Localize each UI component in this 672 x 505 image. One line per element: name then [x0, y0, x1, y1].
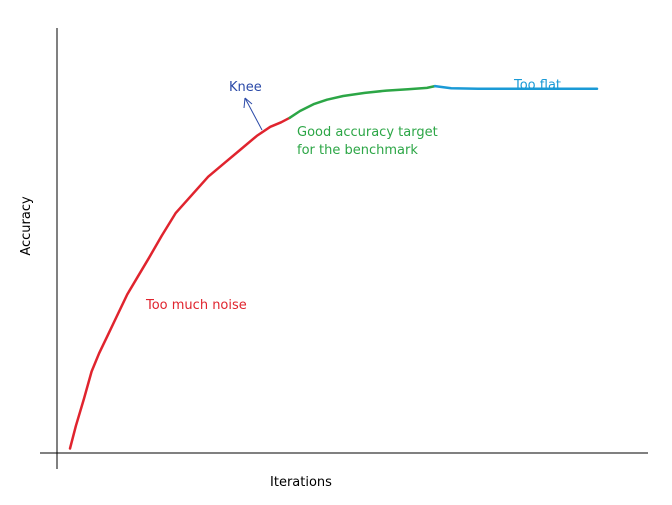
annotation-good-accuracy-line2: for the benchmark [297, 143, 418, 158]
annotation-good-accuracy-line1: Good accuracy target [297, 125, 438, 140]
annotation-too-flat: Too flat [513, 78, 561, 93]
series-line-good [288, 84, 437, 120]
y-axis-label: Accuracy [19, 196, 34, 256]
annotation-knee: Knee [229, 80, 262, 95]
series-line-flat [433, 84, 599, 91]
annotation-too-much-noise: Too much noise [145, 298, 247, 313]
series-layer [68, 84, 599, 450]
series-line-noise [68, 116, 291, 450]
x-axis-label: Iterations [270, 475, 332, 490]
knee-arrow [243, 97, 263, 131]
